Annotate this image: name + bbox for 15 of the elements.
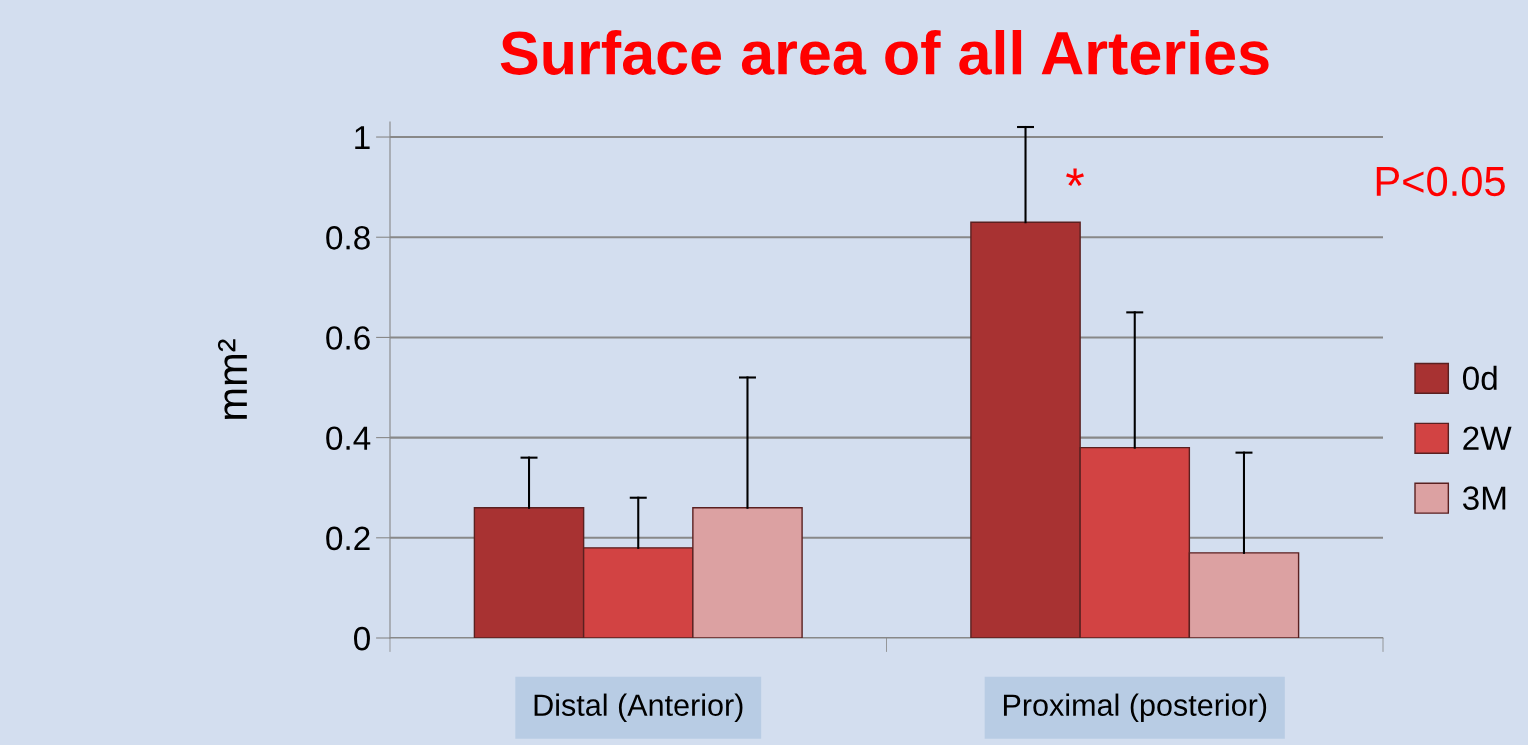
legend-label: 2W [1463,426,1512,450]
legend-label: 0d [1462,365,1497,391]
y-tick-label: 0.6 [326,326,370,350]
chart-title: Surface area of all Arteries [500,30,1269,75]
y-tick-label: 1 [355,126,370,150]
x-tick-label: Proximal (posterior) [1003,693,1267,723]
annotation: P<0.05 [1376,166,1505,197]
legend-label: 3M [1462,486,1506,510]
y-axis-title: mm² [217,339,247,419]
annotation: * [1066,168,1084,187]
y-tick-label: 0.4 [326,426,371,451]
y-tick-label: 0.2 [326,526,370,551]
y-tick-label: 0.8 [326,226,370,250]
x-tick-label: Distal (Anterior) [534,693,743,723]
y-tick-label: 0 [354,626,370,651]
